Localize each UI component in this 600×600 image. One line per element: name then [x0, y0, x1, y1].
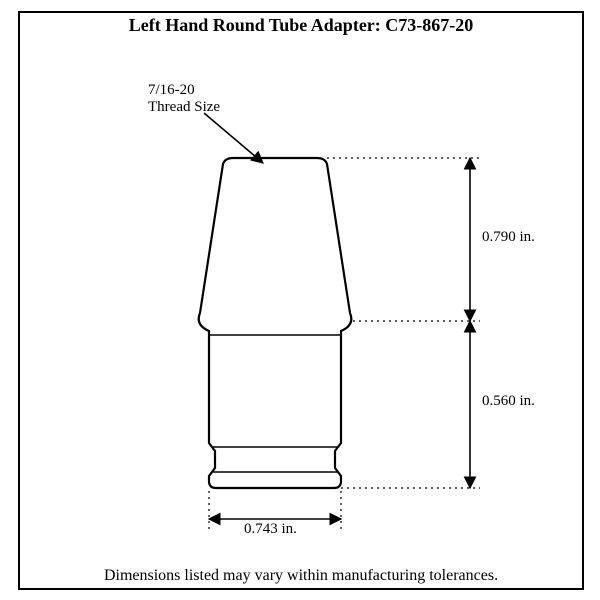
- callout-line1: 7/16-20: [148, 82, 220, 99]
- drawing-frame: Left Hand Round Tube Adapter: C73-867-20: [18, 11, 584, 590]
- callout-line2: Thread Size: [148, 99, 220, 116]
- callout-leader: [204, 113, 263, 163]
- dim-label-upper: 0.790 in.: [482, 229, 535, 246]
- dim-label-width: 0.743 in.: [244, 521, 297, 538]
- part-silhouette: [199, 158, 352, 488]
- dim-label-lower: 0.560 in.: [482, 393, 535, 410]
- thread-callout: 7/16-20 Thread Size: [148, 82, 220, 117]
- tolerance-note: Dimensions listed may vary within manufa…: [20, 567, 582, 585]
- drawing-canvas: [20, 13, 582, 588]
